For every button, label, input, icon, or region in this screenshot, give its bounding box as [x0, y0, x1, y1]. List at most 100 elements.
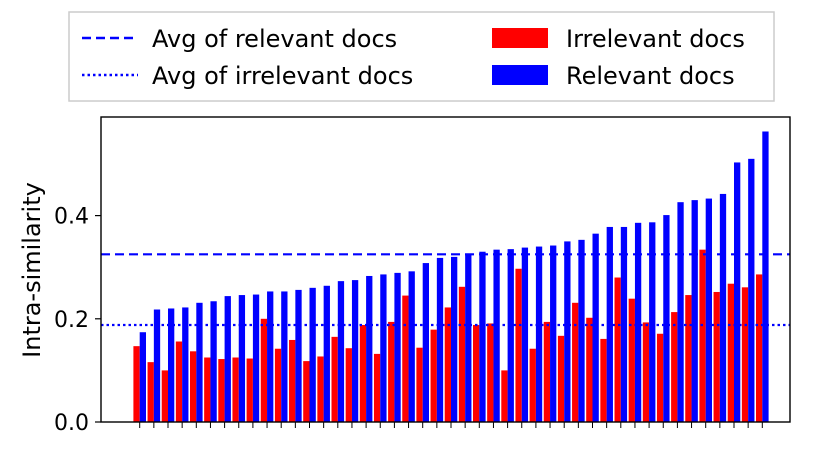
- bar-relevant-docs: [719, 193, 727, 422]
- bar-relevant-docs: [550, 245, 557, 422]
- bar-relevant-docs: [451, 256, 458, 422]
- bar-irrelevant-docs: [317, 356, 324, 422]
- bar-relevant-docs: [196, 302, 203, 422]
- y-tick-label: 0.4: [54, 205, 89, 230]
- bar-irrelevant-docs: [373, 353, 381, 422]
- bar-irrelevant-docs: [303, 361, 310, 422]
- bar-irrelevant-docs: [543, 321, 551, 422]
- bar-irrelevant-docs: [458, 286, 466, 422]
- bar-relevant-docs: [139, 332, 146, 422]
- bar-irrelevant-docs: [161, 370, 168, 422]
- bar-irrelevant-docs: [572, 302, 579, 422]
- bar-relevant-docs: [521, 247, 529, 422]
- bar-relevant-docs: [281, 291, 288, 422]
- bar-irrelevant-docs: [133, 346, 140, 422]
- bar-relevant-docs: [224, 296, 231, 422]
- bar-relevant-docs: [168, 308, 175, 422]
- bar-irrelevant-docs: [515, 268, 522, 422]
- legend-relevant-swatch: [492, 65, 548, 85]
- bar-relevant-docs: [734, 162, 741, 422]
- bar-relevant-docs: [691, 200, 698, 422]
- bar-relevant-docs: [578, 239, 585, 422]
- bar-relevant-docs: [748, 158, 755, 422]
- bar-irrelevant-docs: [557, 335, 565, 422]
- legend-label-relevant-docs: Relevant docs: [566, 62, 735, 90]
- bar-irrelevant-docs: [430, 329, 437, 422]
- bar-relevant-docs: [337, 281, 345, 422]
- reference-lines: [101, 253, 790, 327]
- bar-irrelevant-docs: [147, 362, 154, 422]
- bar-relevant-docs: [252, 294, 260, 422]
- bar-relevant-docs: [677, 202, 684, 422]
- bar-relevant-docs: [295, 289, 302, 422]
- bar-irrelevant-docs: [246, 358, 253, 422]
- y-ticks: 0.0 0.2 0.4: [54, 205, 101, 436]
- bar-irrelevant-docs: [741, 287, 749, 422]
- bar-relevant-docs: [153, 309, 161, 422]
- bar-relevant-docs: [408, 271, 415, 422]
- bar-irrelevant-docs: [416, 347, 423, 422]
- legend-irrelevant-swatch: [492, 28, 548, 48]
- bar-irrelevant-docs: [600, 338, 607, 422]
- bar-irrelevant-docs: [628, 298, 635, 422]
- bar-relevant-docs: [351, 280, 359, 422]
- bar-irrelevant-docs: [713, 291, 720, 422]
- bar-irrelevant-docs: [642, 322, 650, 422]
- bar-irrelevant-docs: [175, 341, 183, 422]
- plot-frame: [100, 116, 791, 423]
- bar-irrelevant-docs: [204, 357, 211, 422]
- bar-relevant-docs: [564, 241, 571, 422]
- bar-irrelevant-docs: [388, 321, 395, 422]
- bar-relevant-docs: [309, 287, 316, 422]
- bar-irrelevant-docs: [685, 295, 692, 422]
- bar-relevant-docs: [182, 307, 189, 422]
- bar-relevant-docs: [606, 226, 613, 422]
- legend-label-avg-relevant: Avg of relevant docs: [152, 25, 397, 53]
- bar-irrelevant-docs: [756, 274, 763, 422]
- bar-relevant-docs: [323, 285, 330, 422]
- bar-relevant-docs: [479, 251, 486, 422]
- legend-label-avg-irrelevant: Avg of irrelevant docs: [152, 62, 413, 90]
- bar-irrelevant-docs: [444, 307, 451, 422]
- bar-relevant-docs: [663, 215, 670, 422]
- bar-irrelevant-docs: [501, 370, 508, 422]
- bar-relevant-docs: [762, 131, 769, 423]
- bar-relevant-docs: [366, 275, 373, 422]
- bar-relevant-docs: [535, 246, 543, 422]
- bar-irrelevant-docs: [218, 359, 225, 422]
- bar-irrelevant-docs: [614, 277, 621, 422]
- legend-frame: [68, 11, 775, 102]
- bar-relevant-docs: [436, 257, 444, 422]
- bar-irrelevant-docs: [586, 317, 593, 422]
- bar-relevant-docs: [394, 272, 401, 422]
- bar-irrelevant-docs: [331, 336, 338, 422]
- y-tick-label: 0.2: [54, 308, 89, 333]
- bar-irrelevant-docs: [232, 357, 239, 422]
- bar-relevant-docs: [507, 249, 514, 422]
- bar-irrelevant-docs: [671, 312, 678, 422]
- bar-irrelevant-docs: [289, 339, 296, 422]
- bar-relevant-docs: [422, 263, 429, 422]
- bar-irrelevant-docs: [274, 348, 282, 422]
- bar-relevant-docs: [493, 249, 500, 422]
- bar-relevant-docs: [380, 274, 387, 422]
- legend-label-irrelevant-docs: Irrelevant docs: [566, 25, 745, 53]
- bar-irrelevant-docs: [345, 348, 352, 422]
- legend: Avg of relevant docs Avg of irrelevant d…: [68, 11, 775, 102]
- bar-relevant-docs: [210, 301, 217, 422]
- y-axis-label: Intra-similarity: [18, 182, 46, 358]
- bar-irrelevant-docs: [529, 348, 536, 422]
- bar-relevant-docs: [267, 291, 274, 422]
- bar-irrelevant-docs: [359, 324, 367, 422]
- bar-irrelevant-docs: [473, 324, 480, 422]
- bar-irrelevant-docs: [699, 249, 706, 422]
- bar-relevant-docs: [238, 295, 246, 422]
- y-tick-label: 0.0: [54, 411, 89, 436]
- bar-irrelevant-docs: [727, 283, 734, 422]
- bar-relevant-docs: [649, 222, 656, 422]
- bar-relevant-docs: [592, 233, 599, 422]
- bar-relevant-docs: [634, 222, 642, 422]
- bar-irrelevant-docs: [402, 295, 409, 422]
- bar-relevant-docs: [465, 254, 472, 422]
